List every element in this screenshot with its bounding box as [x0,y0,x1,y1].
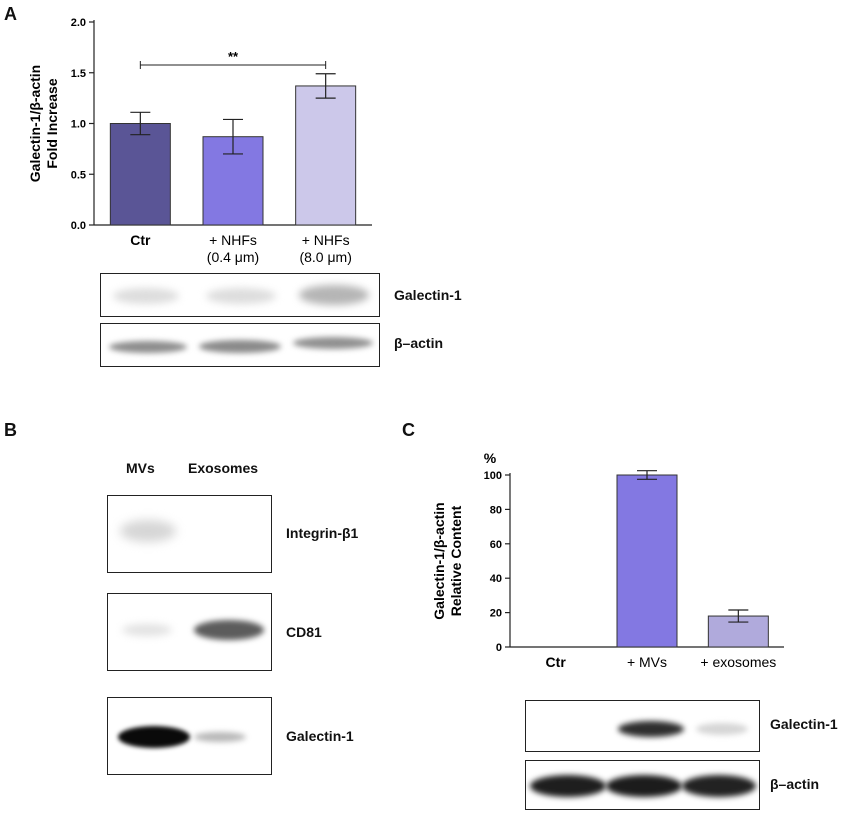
chart-c-category-label-1-0: + MVs [627,654,667,670]
band-a-galectin-nhf04 [206,288,276,304]
band-a-actin-ctr [109,341,187,353]
chart-a-category-label-2-1: (8.0 μm) [299,249,351,265]
chart-a-category-label-0-0: Ctr [130,232,151,248]
band-c-galectin-exo [696,723,748,735]
chart-a-ytick-label-1: 0.5 [71,169,86,181]
band-c-actin-mvs [606,775,682,797]
band-a-actin-nhf8 [293,337,373,349]
chart-c-category-label-2-0: + exosomes [700,654,776,670]
chart-a-ytick-label-4: 2.0 [71,17,86,29]
chart-c-ytick-label-2: 40 [490,573,502,585]
chart-a-category-label-1-0: + NHFs [209,232,257,248]
chart-c: 0 20 40 60 80 100 Galectin-1/β-actin Relative C… [431,450,784,670]
chart-a-ytick-label-3: 1.5 [71,68,86,80]
chart-a-bar-2 [295,85,357,226]
lane-label-exosomes: Exosomes [188,460,259,476]
chart-a-ytick-label-2: 1.0 [71,119,86,131]
panel-letter-a: A [4,4,17,24]
chart-a-category-label-1-1: (0.4 μm) [207,249,259,265]
blot-label-b-cd81: CD81 [286,624,322,640]
blot-c-galectin-1 [525,700,760,752]
chart-a-ylabel: Galectin-1/β-actin Fold Increase [27,65,60,182]
chart-a-ylabel-line-0: Galectin-1/β-actin [27,65,43,182]
chart-c-ylabel: Galectin-1/β-actin Relative Content [431,502,464,619]
chart-a-significance-label: ** [228,49,239,64]
band-b-cd81-exo [194,620,264,640]
chart-c-yunit: % [484,450,497,466]
band-b-galectin-mvs [118,726,190,748]
blot-a-beta-actin [100,323,380,367]
chart-c-ytick-label-5: 100 [484,470,502,482]
blot-c-beta-actin [525,760,760,810]
blot-label-a-beta-actin: β–actin [394,335,444,351]
panel-letter-b: B [4,420,17,440]
blot-b-galectin-1 [107,697,272,775]
blot-label-c-beta-actin: β–actin [770,776,820,792]
chart-c-ytick-label-4: 80 [490,504,502,516]
chart-a: 0.0 0.5 1.0 1.5 2.0 Galectin-1/β-actin Fold In… [27,17,372,265]
band-c-galectin-mvs [618,721,684,737]
blot-a-galectin-1 [100,273,380,317]
blot-b-cd81 [107,593,272,671]
band-a-galectin-ctr [113,288,179,304]
chart-c-category-label-0-0: Ctr [546,654,567,670]
chart-c-ytick-label-0: 0 [496,642,502,654]
blot-label-c-galectin-1: Galectin-1 [770,716,838,732]
chart-a-ylabel-line-1: Fold Increase [44,78,60,168]
chart-c-bar-1 [616,474,678,648]
blot-label-b-galectin-1: Galectin-1 [286,728,354,744]
panel-letter-c: C [402,420,415,440]
chart-c-ylabel-line-1: Relative Content [448,505,464,616]
lane-label-mvs: MVs [126,460,155,476]
chart-a-category-label-2-0: + NHFs [302,232,350,248]
band-b-cd81-mvs [122,624,172,636]
blot-b-integrin [107,495,272,573]
band-c-actin-exo [682,775,756,797]
chart-c-ytick-label-3: 60 [490,539,502,551]
band-c-actin-ctr [530,775,606,797]
blot-label-b-integrin: Integrin-β1 [286,525,359,541]
chart-a-bar-0 [109,123,171,226]
band-a-galectin-nhf8 [299,285,369,305]
blot-label-a-galectin-1: Galectin-1 [394,287,462,303]
band-b-galectin-exo [194,732,246,742]
chart-c-ylabel-line-0: Galectin-1/β-actin [431,502,447,619]
band-a-actin-nhf04 [199,340,281,353]
chart-c-ytick-label-1: 20 [490,608,502,620]
band-b-integrin-mvs [120,520,176,542]
chart-a-ytick-label-0: 0.0 [71,220,86,232]
